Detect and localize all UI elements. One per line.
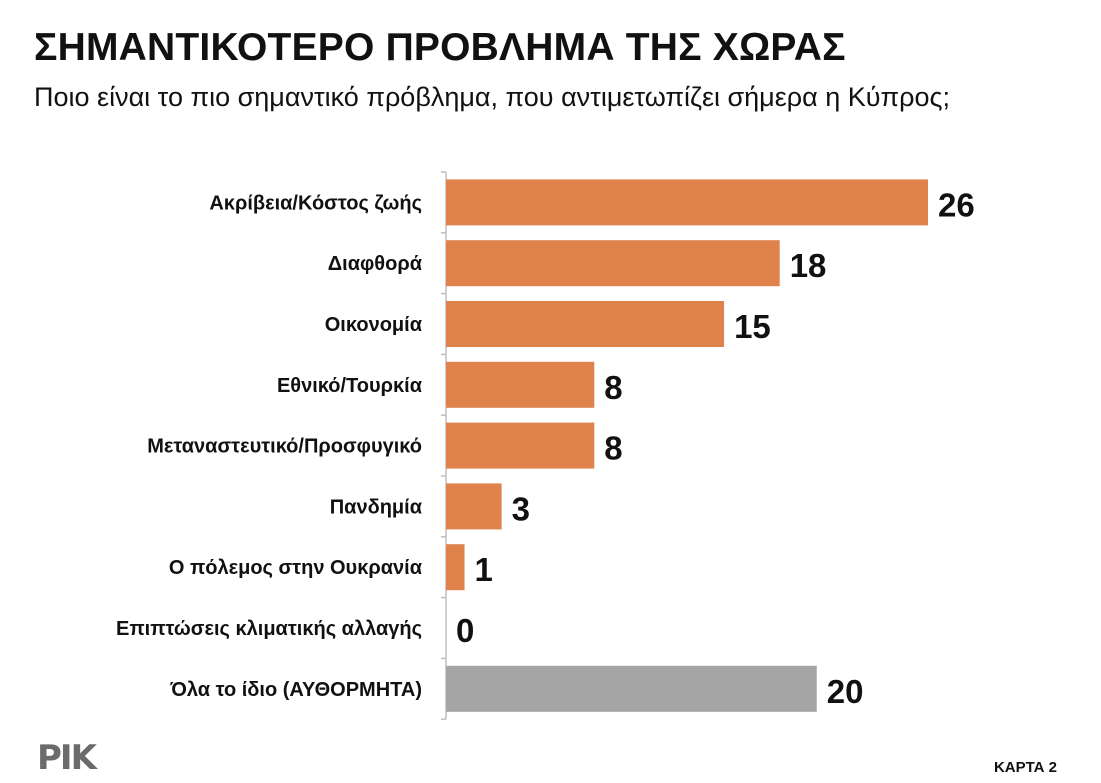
chart-title: ΣΗΜΑΝΤΙΚΟΤΕΡΟ ΠΡΟΒΛΗΜΑ ΤΗΣ ΧΩΡΑΣ [34, 26, 846, 69]
category-label: Μεταναστευτικό/Προσφυγικό [147, 436, 422, 458]
value-label: 18 [790, 247, 827, 284]
category-label: Όλα το ίδιο (ΑΥΘΟΡΜΗΤΑ) [169, 679, 422, 701]
category-label: Διαφθορά [328, 253, 423, 275]
bar [446, 179, 928, 226]
chart-subtitle: Ποιο είναι το πιο σημαντικό πρόβλημα, πο… [34, 82, 951, 112]
category-label: Πανδημία [330, 496, 423, 518]
bar [446, 544, 465, 591]
bar [446, 301, 725, 347]
value-label: 20 [827, 673, 864, 710]
page-label: ΚΑΡΤΑ 2 [993, 759, 1057, 776]
bar [446, 240, 780, 287]
value-label: 8 [604, 369, 622, 406]
value-label: 15 [734, 308, 771, 345]
category-label: Ακρίβεια/Κόστος ζωής [209, 192, 422, 214]
category-label: Οικονομία [325, 314, 423, 336]
value-label: 3 [512, 490, 530, 527]
category-label: Εθνικό/Τουρκία [277, 375, 423, 397]
category-label: Ο πόλεμος στην Ουκρανία [169, 557, 423, 579]
bar [446, 665, 817, 712]
value-label: 8 [604, 430, 622, 467]
value-label: 0 [456, 612, 474, 649]
broadcaster-logo: ΡΙΚ [37, 738, 97, 778]
bar [446, 483, 502, 530]
value-label: 1 [475, 551, 493, 588]
bar [446, 422, 595, 469]
category-label: Επιπτώσεις κλιματικής αλλαγής [116, 618, 422, 640]
bar [446, 361, 595, 408]
value-label: 26 [938, 186, 975, 223]
